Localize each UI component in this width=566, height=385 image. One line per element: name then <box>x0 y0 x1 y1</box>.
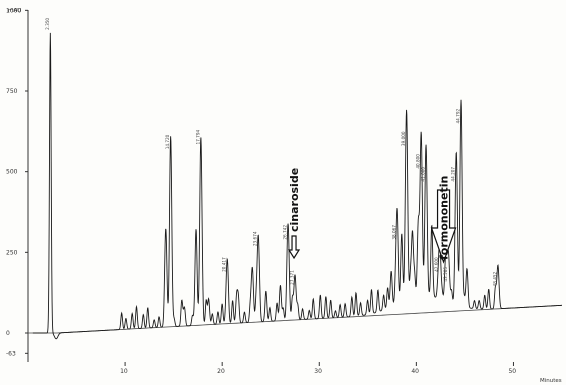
arrow-formononetin <box>430 189 457 264</box>
peak-label: 44.207 <box>451 167 456 182</box>
peak-label: 42.600 <box>434 257 439 272</box>
peak-label: 14.720 <box>165 134 170 149</box>
peak-label: 40.800 <box>416 154 421 169</box>
peak-label: 23.674 <box>253 231 258 246</box>
peak-label: 43.505 <box>443 267 448 282</box>
peak-label: 41.000 <box>421 167 426 182</box>
peak-label: 48.452 <box>492 271 497 286</box>
y-ticks: -63 0 250 500 750 1000 <box>6 7 28 357</box>
y-tick-label: 0 <box>6 330 10 337</box>
x-ticks: 10 20 30 40 50 <box>120 362 516 375</box>
peak-label: 17.794 <box>195 129 200 144</box>
annotation-cinaroside: cinaroside <box>288 168 301 232</box>
y-tick-label: 1000 <box>6 7 21 14</box>
peak-label: 20.417 <box>222 257 227 272</box>
y-axis-label: mAU <box>8 8 21 14</box>
x-tick-label: 30 <box>314 368 322 375</box>
x-tick-label: 50 <box>508 368 516 375</box>
arrow-cinaroside <box>287 235 301 260</box>
baseline-drift <box>28 304 563 334</box>
annotation-formononetin: formononetin <box>438 176 451 260</box>
peak-label: 26.742 <box>283 225 288 240</box>
x-tick-label: 10 <box>120 368 128 375</box>
y-tick-label: 500 <box>6 169 18 176</box>
y-tick-label: -63 <box>6 350 16 357</box>
y-tick-label: 250 <box>6 249 18 256</box>
x-tick-label: 20 <box>217 368 225 375</box>
peak-label: 38.067 <box>391 225 396 240</box>
chromatogram-trace <box>32 32 562 340</box>
peak-label: 2.350 <box>45 18 50 30</box>
y-tick-label: 750 <box>6 88 18 95</box>
x-tick-label: 40 <box>411 368 419 375</box>
compound-annotations: cinaroside formononetin <box>287 168 457 264</box>
peak-label: 39.000 <box>401 131 406 146</box>
x-axis-label: Minutes <box>540 378 562 384</box>
axes: mAU Minutes <box>8 8 562 384</box>
peak-label: 27.371 <box>290 270 295 285</box>
peak-labels: 2.350 14.720 17.794 20.417 23.674 26.742 27.37… <box>45 18 498 287</box>
peak-label: 44.792 <box>456 109 461 124</box>
